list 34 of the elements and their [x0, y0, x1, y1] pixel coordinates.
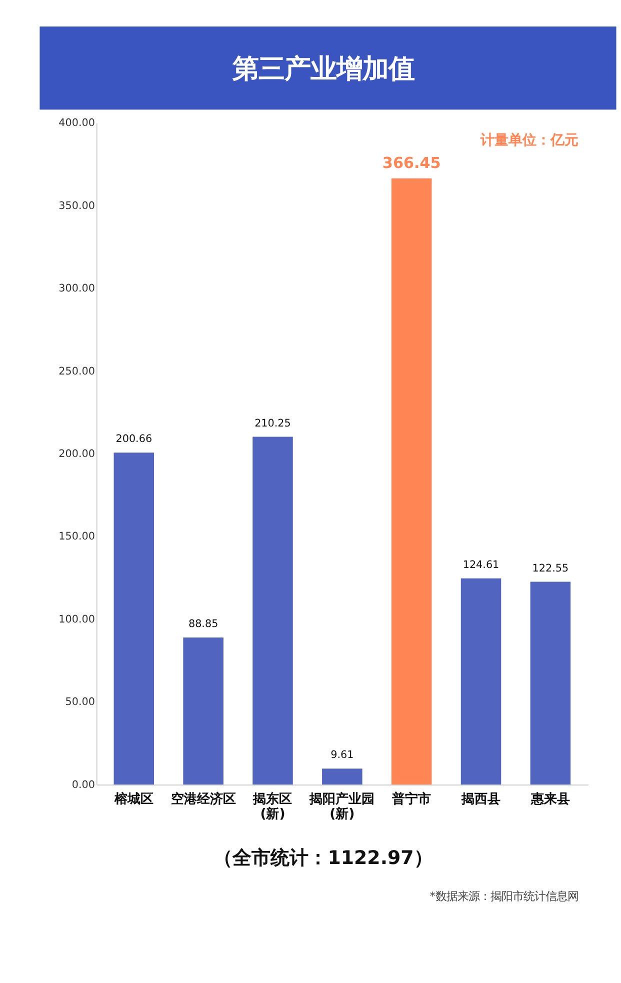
bar	[391, 178, 432, 785]
text: *数据来源：揭阳市统计信息网	[430, 888, 578, 903]
y-tick-label: 250.00	[58, 365, 95, 378]
y-tick-label: 50.00	[65, 696, 95, 708]
y-tick-label: 100.00	[58, 613, 95, 626]
x-tick-label: 普宁市	[391, 790, 432, 807]
data-label: 366.45	[382, 154, 441, 172]
y-tick-label: 150.00	[58, 530, 95, 543]
x-tick-label: 揭西县	[460, 792, 501, 807]
bar	[114, 452, 154, 785]
bar	[322, 768, 362, 785]
data-label: 210.25	[254, 417, 291, 430]
chart-title: 第三产业增加值	[231, 54, 414, 85]
data-label: 88.85	[188, 618, 218, 630]
x-tick-label: 惠来县	[530, 790, 570, 807]
bar	[530, 582, 571, 785]
x-tick-label: 揭东区 (新)	[252, 790, 292, 822]
x-tick-label: 空港经济区	[170, 790, 236, 807]
y-tick-label: 200.00	[58, 448, 95, 460]
annotation: 计量单位：亿元	[479, 132, 578, 149]
data-label: 200.66	[116, 433, 152, 446]
bar	[252, 436, 293, 785]
data-label: 122.55	[532, 562, 569, 574]
text: （全市统计：1122.97）	[214, 846, 433, 869]
bar	[460, 578, 502, 785]
data-label: 9.61	[330, 749, 354, 762]
data-label: 124.61	[462, 559, 500, 572]
y-tick-label: 0.00	[72, 778, 95, 791]
y-tick-label: 350.00	[58, 200, 95, 212]
bar	[183, 638, 224, 785]
x-tick-label: 揭阳产业园 (新)	[308, 790, 375, 822]
y-tick-label: 300.00	[58, 282, 95, 295]
y-tick-label: 400.00	[58, 117, 95, 130]
x-tick-label: 榕城区	[113, 790, 154, 807]
